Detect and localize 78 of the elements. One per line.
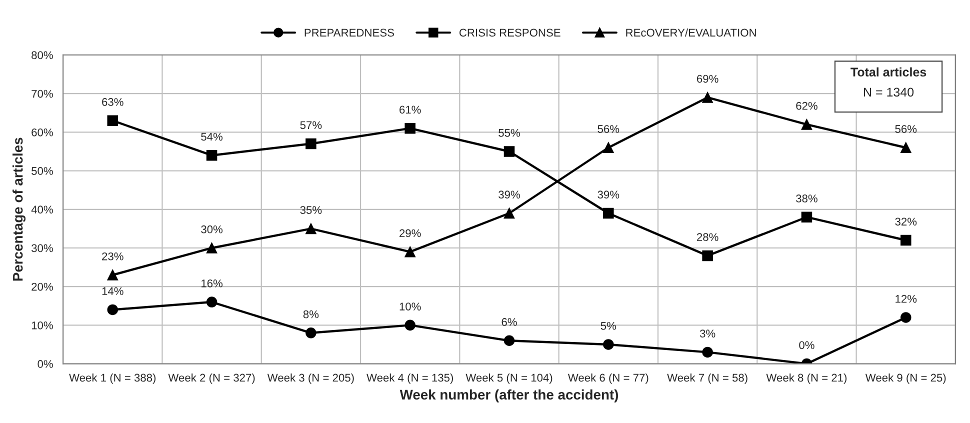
x-tick-label: Week 4 (N = 135) [366,374,453,384]
point [603,339,614,350]
data-label: 28% [697,233,718,242]
data-label: 69% [697,74,718,83]
y-tick-label: 0% [38,360,53,368]
x-tick-label: Week 5 (N = 104) [466,374,552,384]
point [107,115,118,126]
data-label: 55% [498,128,520,137]
point [404,246,416,258]
annotation: N = 1340 [864,88,914,97]
data-label: 23% [102,252,124,260]
data-label: 12% [896,294,917,303]
point [206,150,218,161]
data-label: 38% [796,194,818,202]
data-label: 8% [303,310,319,318]
data-label: 30% [201,225,223,234]
x-tick-label: Week 3 (N = 205) [267,374,354,384]
point [702,250,713,262]
point [702,92,713,103]
point [603,142,614,154]
point [504,335,515,346]
x-tick-label: Week 1 (N = 388) [69,374,156,384]
point [306,138,316,150]
point [306,223,316,234]
annotation: Total articles [850,67,926,77]
legend-label: REcOVERY/EVALUATION [626,28,756,37]
y-tick-label: 40% [31,206,53,214]
data-label: 56% [598,125,620,133]
y-tick-label: 50% [32,167,53,175]
data-label: 0% [799,341,814,350]
point [206,296,218,308]
data-label: 32% [895,218,917,226]
legend-label: PREPAREDNESS [304,28,394,37]
x-tick-label: Week 6 (N = 77) [568,374,648,384]
point [404,122,416,134]
data-label: 16% [202,279,223,288]
point [107,270,118,280]
x-tick-label: Week 2 (N = 327) [168,374,255,384]
data-label: 39% [598,190,620,199]
x-tick-label: Week 8 (N = 21) [766,374,847,384]
data-label: 6% [502,318,517,326]
y-tick-label: 20% [32,282,53,291]
point [206,242,218,254]
data-label: 5% [600,322,616,330]
point [801,119,812,130]
data-label: 10% [400,302,421,310]
x-tick-label: Week 9 (N = 25) [865,374,946,384]
point [504,146,515,157]
y-axis-title: Percentage of articles [12,138,26,281]
y-tick-label: 30% [32,244,53,252]
y-tick-label: 80% [32,51,53,60]
point [900,312,912,323]
data-label: 62% [796,102,818,110]
point [504,208,515,219]
point [603,208,614,219]
point [801,212,812,222]
data-label: 29% [400,229,421,238]
x-tick-label: Week 7 (N = 58) [667,374,748,384]
data-label: 63% [102,98,124,106]
data-label: 61% [400,106,421,114]
x-axis-title: Week number (after the accident) [400,389,618,402]
y-tick-label: 60% [32,128,53,136]
y-tick-label: 10% [32,321,53,330]
legend-label: CRISIS RESPONSE [460,28,560,37]
point [404,320,416,331]
data-label: 57% [300,121,322,130]
point [107,304,118,316]
data-label: 35% [300,206,322,214]
y-tick-label: 70% [32,90,53,98]
data-label: 56% [895,125,917,133]
data-label: 39% [498,190,520,199]
point [900,142,912,154]
point [900,234,912,246]
data-label: 14% [102,287,124,295]
data-label: 54% [201,132,223,141]
point [702,346,713,358]
data-label: 3% [700,330,716,338]
point [306,328,316,338]
